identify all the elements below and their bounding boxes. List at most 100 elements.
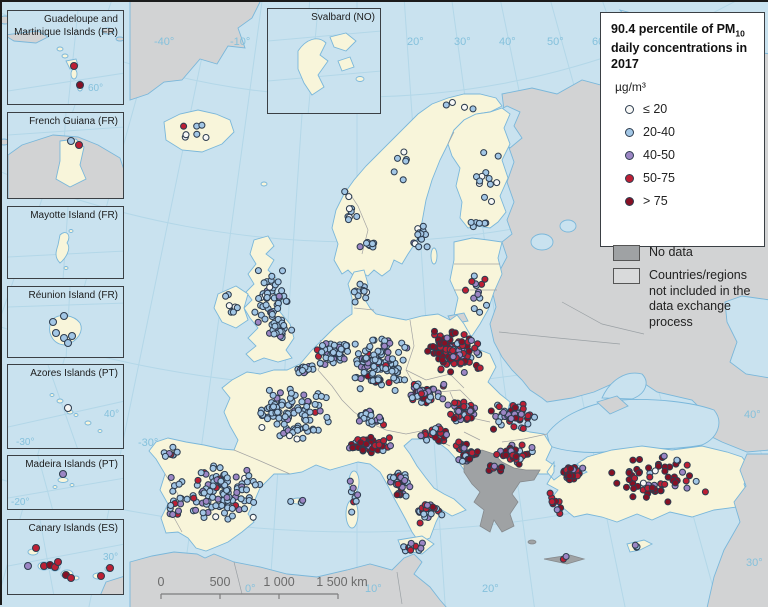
- station-dot: [266, 283, 274, 291]
- station-dot: [685, 472, 694, 480]
- station-dot: [300, 391, 308, 399]
- station-dot: [468, 277, 476, 286]
- station-dot: [450, 415, 458, 423]
- inset-guadeloupe: 60° Guadeloupe and Martinique Islands (FR…: [7, 10, 124, 105]
- station-dot: [251, 481, 259, 489]
- station-dot: [380, 342, 389, 350]
- inset-mayotte: Mayotte Island (FR): [7, 206, 124, 279]
- station-dot: [502, 451, 510, 459]
- scale-label: 1 000: [263, 575, 294, 589]
- station-dot: [388, 367, 396, 375]
- station-dot: [254, 267, 262, 275]
- station-dot: [493, 179, 501, 187]
- station-dot: [470, 294, 478, 302]
- station-dot: [96, 571, 106, 581]
- station-dot: [351, 374, 359, 382]
- station-dot: [225, 302, 233, 310]
- station-dot: [280, 321, 288, 330]
- legend-class-item: > 75: [625, 194, 756, 208]
- station-dot: [254, 318, 262, 326]
- station-dot: [701, 488, 709, 496]
- no-data-label: No data: [649, 245, 693, 260]
- station-dot: [661, 480, 669, 488]
- station-dot: [367, 411, 375, 419]
- station-dot: [471, 344, 479, 352]
- station-dot: [646, 473, 654, 481]
- station-dot: [671, 479, 679, 487]
- station-dot: [340, 355, 348, 363]
- station-dot: [357, 375, 365, 383]
- station-dot: [105, 563, 115, 573]
- station-dot: [402, 492, 410, 500]
- station-dot: [344, 216, 353, 224]
- station-dot: [494, 152, 502, 160]
- station-dot: [458, 457, 467, 465]
- land-gotland: [430, 247, 438, 265]
- station-dot: [180, 122, 188, 130]
- legend-class-dot: [625, 173, 634, 183]
- station-dot: [407, 539, 415, 547]
- station-dot: [629, 493, 637, 501]
- station-dot: [435, 349, 443, 357]
- station-dot: [360, 287, 368, 295]
- station-dot: [167, 473, 175, 482]
- station-dot: [385, 379, 393, 387]
- station-dot: [567, 464, 575, 473]
- station-dot: [176, 494, 184, 502]
- legend-class-label: 40-50: [643, 148, 675, 163]
- station-dot: [565, 472, 573, 480]
- graticule-label: 0°: [245, 583, 256, 595]
- legend-no-data: No data: [613, 231, 756, 262]
- station-dot: [265, 386, 273, 394]
- station-dot: [635, 455, 644, 464]
- station-dot: [401, 343, 409, 351]
- station-dot: [67, 331, 77, 341]
- station-dot: [348, 508, 356, 516]
- station-dot: [362, 354, 370, 362]
- station-dot: [417, 544, 425, 552]
- station-dot: [487, 197, 496, 206]
- station-dot: [250, 498, 258, 506]
- station-dot: [692, 477, 700, 485]
- legend-class-item: ≤ 20: [625, 102, 756, 116]
- station-dot: [217, 477, 225, 485]
- station-dot: [548, 498, 556, 506]
- station-dot: [613, 479, 621, 487]
- station-dot: [237, 495, 245, 503]
- station-dot: [427, 510, 435, 518]
- station-dot: [429, 429, 437, 437]
- station-dot: [562, 552, 570, 561]
- station-dot: [382, 365, 390, 373]
- station-dot: [31, 543, 41, 553]
- station-dot: [183, 495, 191, 503]
- station-dot: [489, 425, 498, 433]
- inset-label-guiana: French Guiana (FR): [29, 116, 118, 127]
- lake-ladoga: [530, 233, 554, 251]
- station-dot: [495, 418, 503, 426]
- station-dot: [228, 504, 236, 513]
- station-dot: [258, 423, 266, 432]
- station-dot: [223, 493, 231, 502]
- station-dot: [298, 366, 307, 375]
- inset-label-reunion: Réunion Island (FR): [28, 290, 118, 301]
- station-dot: [63, 338, 73, 348]
- station-dot: [420, 510, 428, 518]
- station-dot: [306, 408, 314, 416]
- legend-class-item: 20-40: [625, 125, 756, 139]
- station-dot: [417, 390, 426, 398]
- legend-class-label: 20-40: [643, 125, 675, 140]
- station-dot: [316, 359, 324, 367]
- station-dot: [281, 413, 289, 421]
- graticule-label: 20°: [407, 36, 424, 48]
- station-dot: [631, 541, 639, 549]
- graticule-label: 50°: [547, 36, 564, 48]
- station-dot: [390, 374, 398, 382]
- scale-label: 0: [158, 575, 165, 589]
- station-dot: [233, 488, 241, 497]
- no-data-swatch: [613, 245, 640, 262]
- station-dot: [282, 297, 290, 305]
- station-dot: [169, 510, 177, 519]
- station-dot: [200, 489, 208, 497]
- station-dot: [214, 495, 222, 503]
- station-dot: [356, 385, 364, 393]
